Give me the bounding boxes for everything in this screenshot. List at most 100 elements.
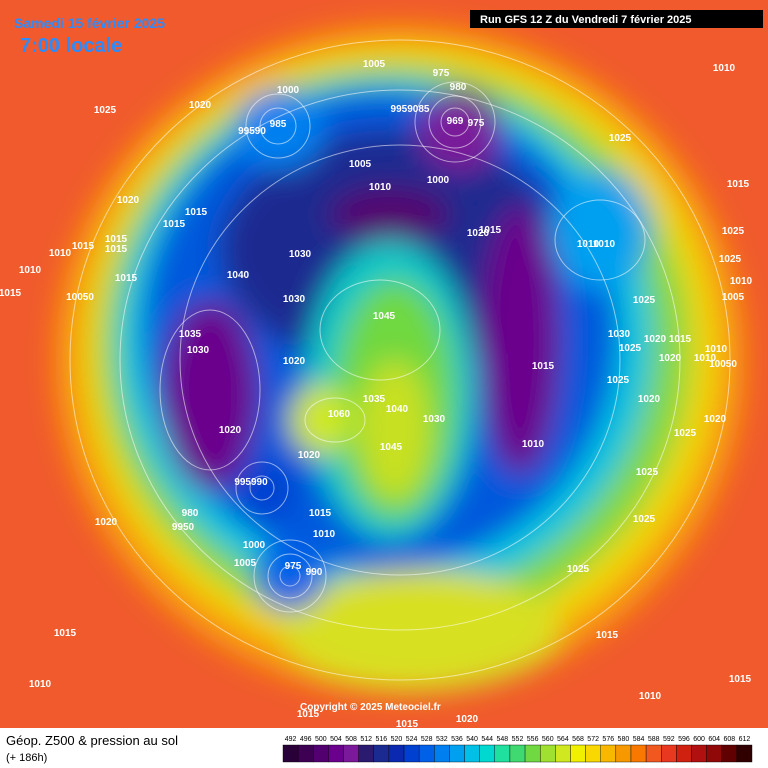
colorbar-swatch <box>676 744 692 763</box>
colorbar-swatch <box>343 744 359 763</box>
colorbar-label: 560 <box>542 736 554 743</box>
colorbar-swatch <box>418 744 435 763</box>
isobar-label: 1020 <box>298 450 321 461</box>
isobar-label: 9959085 <box>391 104 430 115</box>
colorbar-swatch <box>403 744 420 763</box>
colorbar-swatch <box>570 744 586 763</box>
isobar-label: 1015 <box>479 225 502 236</box>
isobar-label: 1025 <box>94 105 117 116</box>
colorbar-swatch <box>373 744 390 763</box>
colorbar-label: 552 <box>512 736 524 743</box>
isobar-label: 1015 <box>396 719 419 730</box>
isobar-label: 1000 <box>427 175 450 186</box>
colorbar-label: 492 <box>285 736 297 743</box>
isobar-label: 1010 <box>730 276 753 287</box>
colorbar-swatch <box>736 744 753 763</box>
isobar-label: 975 <box>433 68 450 79</box>
isobar-label: 1035 <box>363 394 386 405</box>
isobar-label: 1025 <box>636 467 659 478</box>
colorbar-swatch <box>524 744 541 763</box>
colorbar-swatch <box>661 744 677 763</box>
colorbar-swatch <box>555 744 571 763</box>
isobar-label: 1015 <box>105 244 128 255</box>
isobar-label: 1025 <box>567 564 590 575</box>
colorbar-swatch <box>509 744 526 763</box>
isobar-label: 1010 <box>19 265 42 276</box>
colorbar-swatch <box>600 744 617 763</box>
colorbar-label: 596 <box>678 736 690 743</box>
colorbar-label: 512 <box>360 736 372 743</box>
isobar-label: 1005 <box>722 292 745 303</box>
isobar-label: 1015 <box>729 674 752 685</box>
isobar-label: 1025 <box>674 428 697 439</box>
isobar-label: 1015 <box>72 241 95 252</box>
isobar-label: 1015 <box>115 273 138 284</box>
isobar-label: 1025 <box>633 514 656 525</box>
isobar-label: 1010 <box>522 439 545 450</box>
isobar-label: 1015 <box>163 219 186 230</box>
colorbar-label: 564 <box>557 736 569 743</box>
colorbar-label: 592 <box>663 736 675 743</box>
colorbar-label: 572 <box>587 736 599 743</box>
isobar-label: 1025 <box>722 226 745 237</box>
colorbar-label: 540 <box>466 736 478 743</box>
isobar-label: 1015 <box>0 288 22 299</box>
isobar-label: 1020 <box>456 714 479 725</box>
date: Samedi 15 février 2025 <box>14 15 165 31</box>
colorbar-swatch <box>721 744 738 763</box>
colorbar-swatch <box>691 744 707 763</box>
isobar-label: 969 <box>447 116 464 127</box>
isobar-label: 1015 <box>185 207 208 218</box>
colorbar-swatch <box>479 744 496 763</box>
isobar-label: 1010 <box>49 248 72 259</box>
isobar-label: 1000 <box>277 85 300 96</box>
isobar-label: 1015 <box>727 179 750 190</box>
isobar-label: 1015 <box>669 334 692 345</box>
isobar-label: 1020 <box>283 356 306 367</box>
isobar-label: 1030 <box>187 345 210 356</box>
colorbar-swatch <box>615 744 632 763</box>
colorbar-label: 544 <box>481 736 493 743</box>
isobar-label: 1010 <box>593 239 616 250</box>
isobar-label: 1020 <box>467 228 490 239</box>
isobar-label: 1020 <box>95 517 118 528</box>
colorbar-swatch <box>585 744 601 763</box>
isobar-label: 1020 <box>189 100 212 111</box>
isobar-label: 975 <box>285 561 302 572</box>
colorbar-label: 588 <box>648 736 660 743</box>
isobar-label: 1040 <box>227 270 250 281</box>
colorbar-swatch <box>706 744 722 763</box>
map-field <box>0 0 768 728</box>
run: Run GFS 12 Z du Vendredi 7 février 2025 <box>480 14 692 26</box>
isobar-label: 1025 <box>719 254 742 265</box>
isobar-label: 9950 <box>172 522 195 533</box>
isobar-label: 985 <box>270 119 287 130</box>
isobar-label: 1045 <box>373 311 396 322</box>
colorbar-swatch <box>313 744 329 763</box>
isobar-label: 1015 <box>297 709 320 720</box>
colorbar-label: 532 <box>436 736 448 743</box>
isobar-label: 1005 <box>234 558 257 569</box>
isobar-label: 990 <box>306 567 323 578</box>
colorbar-label: 500 <box>315 736 327 743</box>
colorbar-label: 524 <box>406 736 418 743</box>
isobar-label: 1020 <box>659 353 682 364</box>
isobar-label: 1025 <box>619 343 642 354</box>
isobar-label: 1020 <box>638 394 661 405</box>
colorbar-label: 516 <box>375 736 387 743</box>
isobar-label: 1015 <box>309 508 332 519</box>
isobar-label: 1015 <box>105 234 128 245</box>
isobar-label: 1010 <box>705 344 728 355</box>
colorbar-label: 612 <box>739 736 751 743</box>
colorbar-swatch <box>388 744 405 763</box>
isobar-label: 1010 <box>313 529 336 540</box>
isobar-label: 1015 <box>596 630 619 641</box>
isobar-label: 1010 <box>369 182 392 193</box>
footer-subtitle: (+ 186h) <box>6 752 47 764</box>
isobar-label: 1040 <box>386 404 409 415</box>
colorbar-swatch <box>434 744 450 763</box>
isobar-label: 1015 <box>532 361 555 372</box>
colorbar-label: 504 <box>330 736 342 743</box>
colorbar-swatch <box>494 744 511 763</box>
